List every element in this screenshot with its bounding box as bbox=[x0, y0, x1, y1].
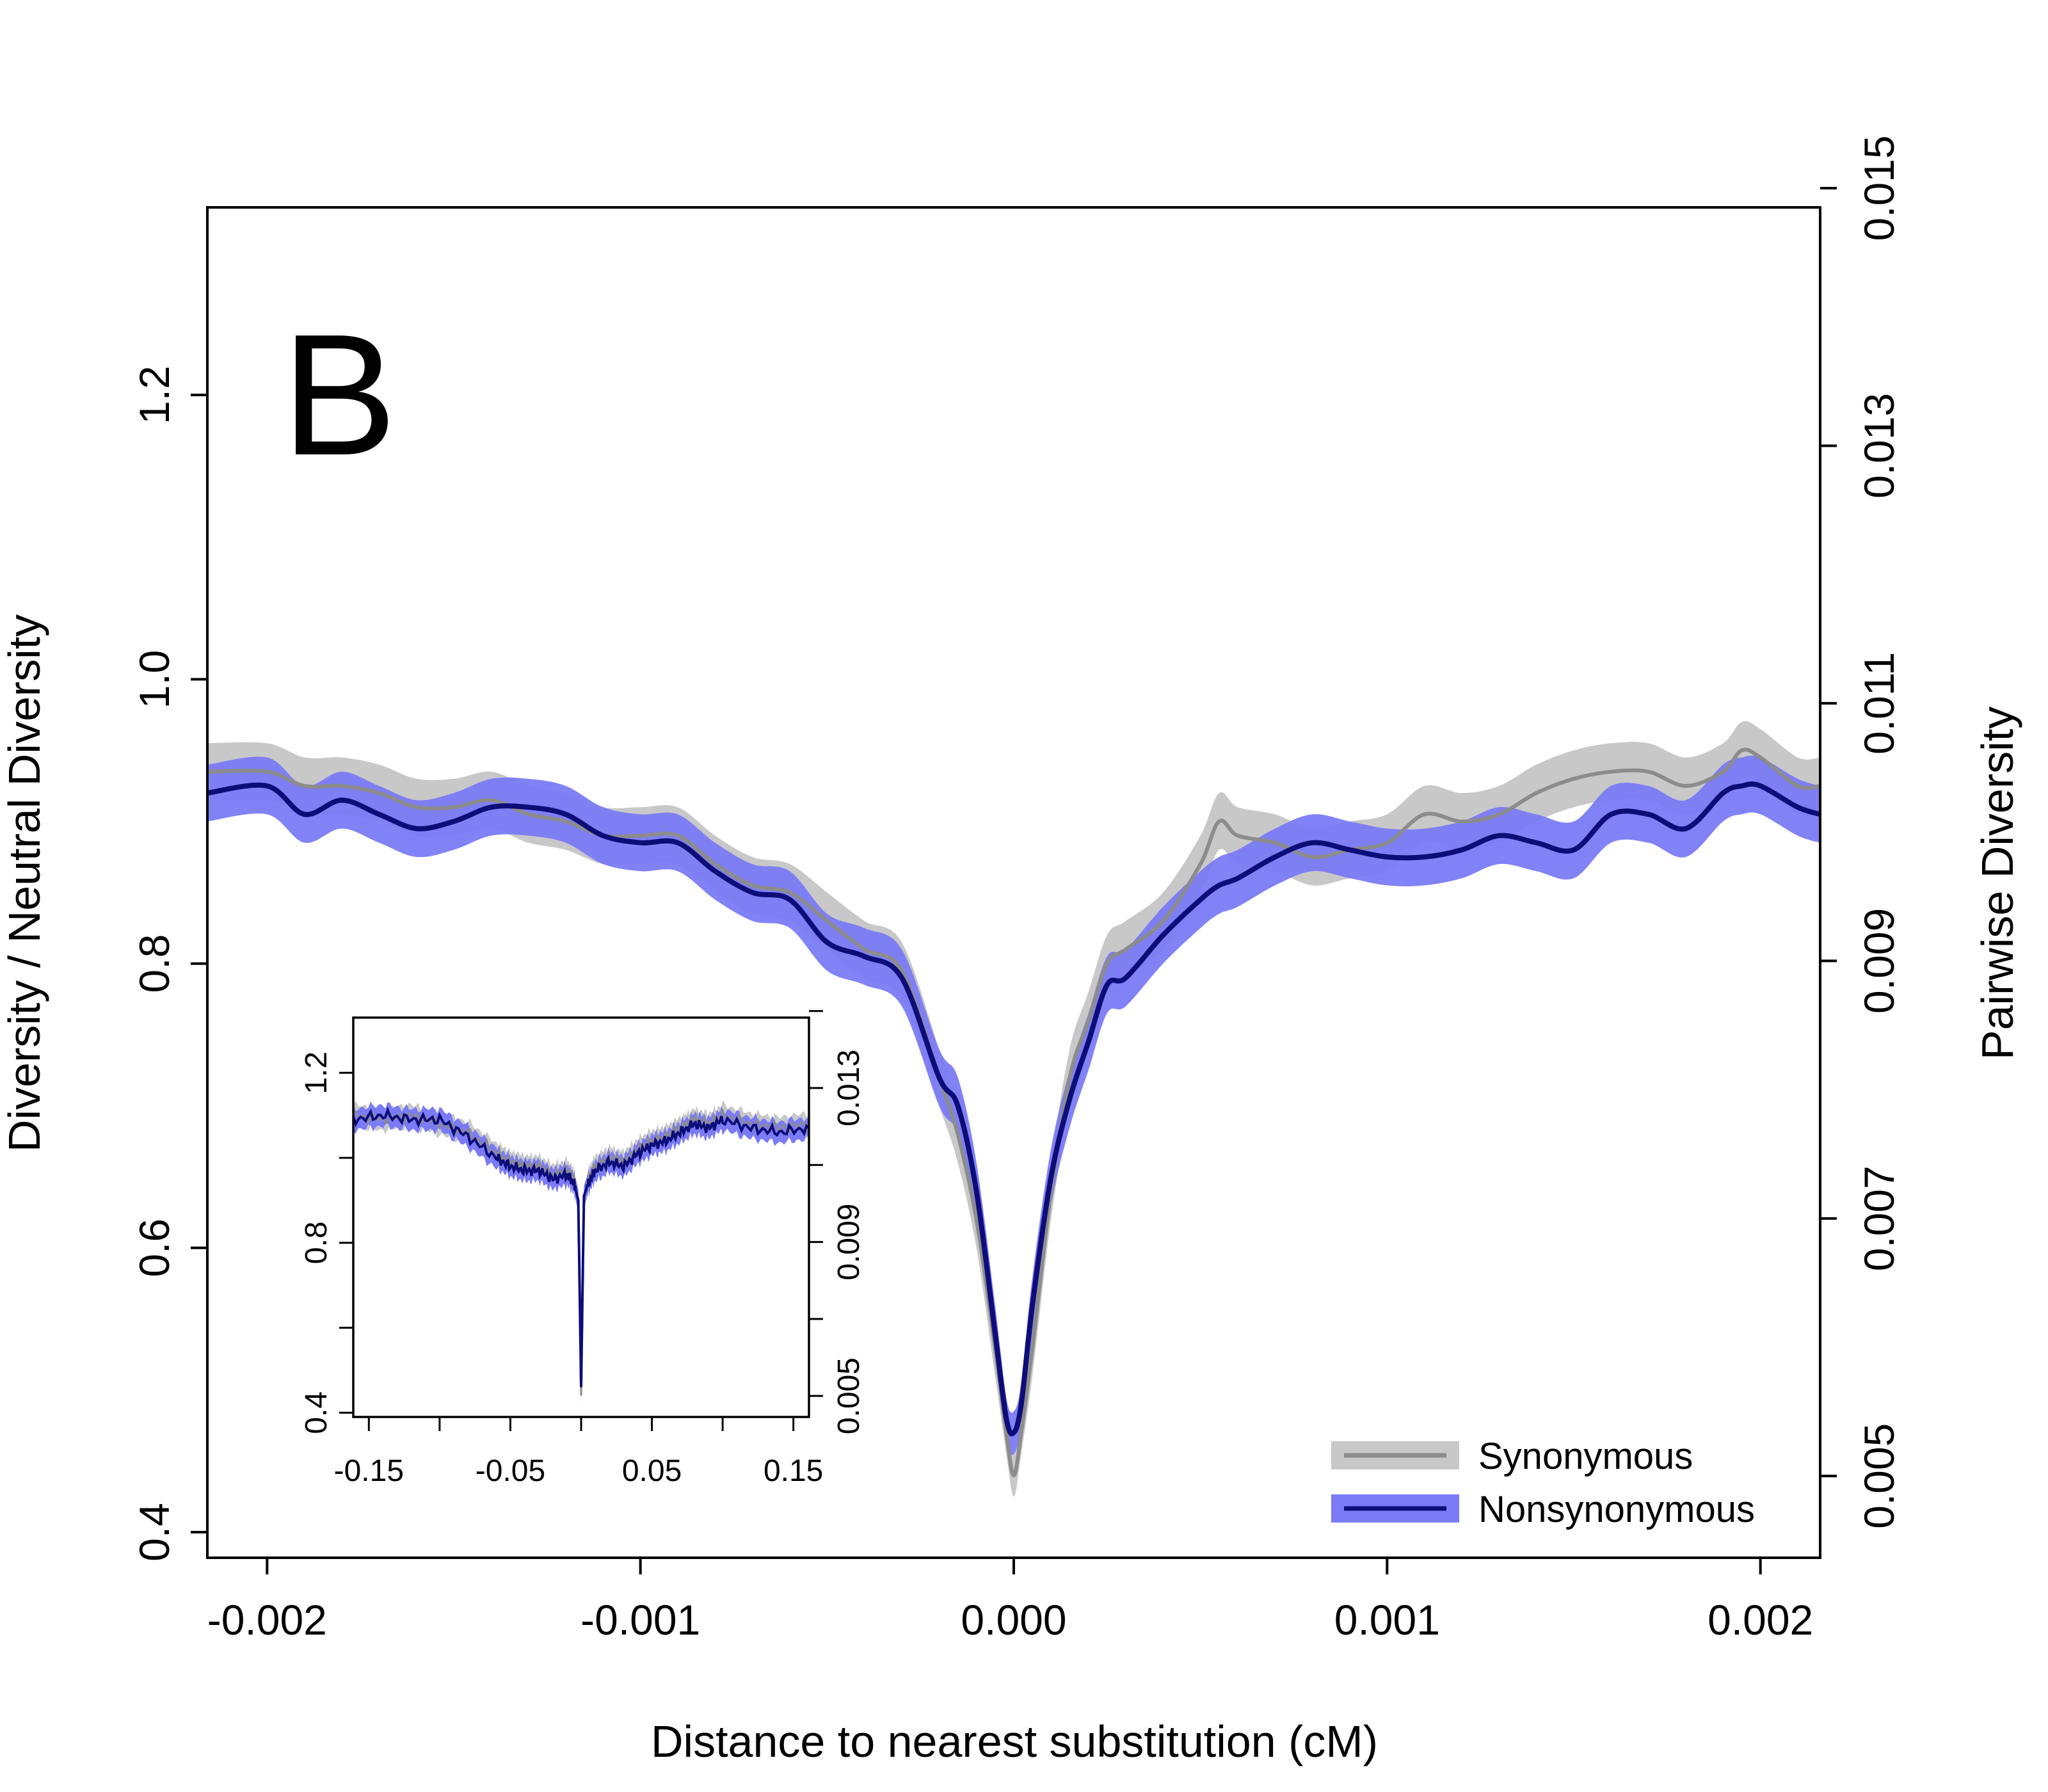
legend-label-nonsynonymous: Nonsynonymous bbox=[1478, 1489, 1755, 1530]
inset-y2-tick-label: 0.009 bbox=[832, 1204, 866, 1281]
inset-y2-tick-label: 0.005 bbox=[832, 1357, 866, 1434]
inset-band-nonsynonymous bbox=[353, 1101, 809, 1398]
y2-tick-label: 0.015 bbox=[1855, 135, 1903, 241]
y2-tick-label: 0.005 bbox=[1855, 1423, 1903, 1529]
inset-axes: -0.15 -0.05 0.05 0.15 0.4 0.8 1.2 0.005 0.009 0.0… bbox=[300, 1010, 866, 1488]
inset-line-nonsynonymous bbox=[353, 1106, 809, 1388]
inset-plot-data bbox=[353, 1100, 809, 1407]
y2-axis-title: Pairwise Diversity bbox=[1972, 707, 2022, 1060]
legend: Synonymous Nonsynonymous bbox=[1331, 1436, 1755, 1530]
main-series-group bbox=[207, 721, 1820, 1497]
inset-y-tick-label: 0.4 bbox=[300, 1391, 333, 1434]
y-tick-label: 1.0 bbox=[131, 650, 178, 709]
panel-label: B bbox=[282, 299, 397, 492]
main-plot-data bbox=[207, 721, 1820, 1497]
y-tick-label: 1.2 bbox=[131, 365, 178, 424]
y-tick-label: 0.4 bbox=[131, 1503, 178, 1562]
y-tick-label: 0.6 bbox=[131, 1219, 178, 1277]
inset-x-tick-label: 0.15 bbox=[764, 1454, 823, 1488]
x-tick-label: 0.000 bbox=[961, 1596, 1066, 1644]
y2-tick-label: 0.007 bbox=[1855, 1165, 1903, 1271]
main-axes: -0.002 -0.001 0.000 0.001 0.002 0.4 0.6 0.8 1.0 1… bbox=[131, 135, 1903, 1644]
inset-series-group bbox=[353, 1100, 809, 1407]
series-line-synonymous bbox=[207, 748, 1820, 1478]
y-axis-title: Diversity / Neutral Diversity bbox=[0, 614, 49, 1152]
x-tick-label: -0.002 bbox=[207, 1596, 327, 1644]
inset-y-tick-label: 0.8 bbox=[300, 1221, 333, 1264]
inset-y-tick-label: 1.2 bbox=[300, 1052, 333, 1094]
x-tick-label: 0.002 bbox=[1708, 1596, 1813, 1644]
y2-tick-label: 0.011 bbox=[1855, 652, 1903, 755]
y-tick-label: 0.8 bbox=[131, 934, 178, 993]
inset-x-tick-label: -0.05 bbox=[476, 1454, 545, 1488]
x-tick-label: -0.001 bbox=[580, 1596, 700, 1644]
legend-label-synonymous: Synonymous bbox=[1478, 1436, 1693, 1477]
inset-x-tick-label: 0.05 bbox=[622, 1454, 682, 1488]
series-band-nonsynonymous bbox=[207, 755, 1820, 1455]
x-tick-label: 0.001 bbox=[1334, 1596, 1440, 1644]
series-line-nonsynonymous bbox=[207, 781, 1820, 1437]
inset-y2-tick-label: 0.013 bbox=[832, 1050, 866, 1126]
inset-x-tick-label: -0.15 bbox=[334, 1454, 404, 1488]
x-axis-title: Distance to nearest substitution (cM) bbox=[651, 1716, 1378, 1766]
y2-tick-label: 0.009 bbox=[1855, 908, 1903, 1014]
y2-tick-label: 0.013 bbox=[1855, 393, 1903, 499]
